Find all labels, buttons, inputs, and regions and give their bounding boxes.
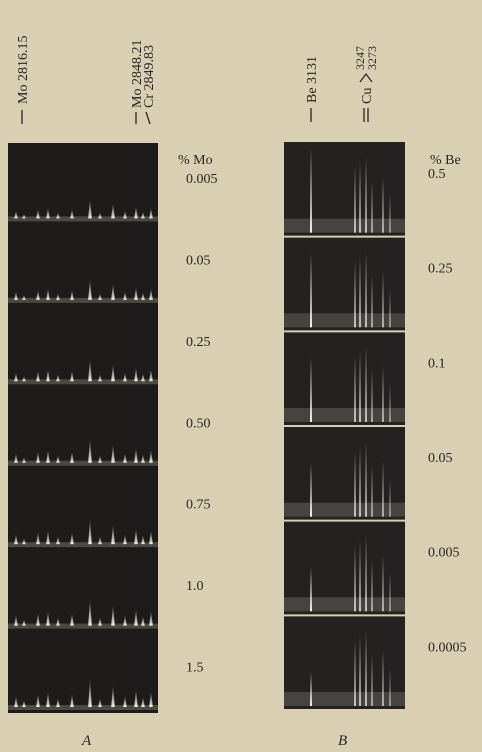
caption: A [81, 733, 92, 749]
spectrogram-b [284, 142, 405, 710]
column-header: % Be [430, 153, 461, 168]
spectral-line [382, 649, 383, 706]
spectral-line [390, 195, 391, 233]
spectral-line [371, 275, 372, 327]
caption: B [338, 733, 347, 749]
spectral-line [365, 346, 367, 422]
spectral-line [310, 672, 312, 706]
spectral-line [390, 573, 391, 611]
spectral-line [371, 465, 372, 517]
spectral-line [310, 357, 312, 422]
spectral-line [354, 640, 356, 706]
column-header: % Mo [178, 153, 213, 168]
spectral-line [354, 545, 356, 611]
spectral-line [390, 668, 391, 706]
concentration-label: 0.50 [186, 416, 211, 431]
spectral-line [354, 356, 356, 422]
spectral-line [354, 261, 356, 327]
spectral-line [359, 446, 361, 517]
strip-glow [284, 503, 405, 517]
spectral-line [382, 365, 383, 422]
bracket [360, 74, 372, 82]
line-label: Cu [360, 88, 375, 104]
spectral-line [310, 147, 312, 232]
spectral-line [371, 370, 372, 422]
concentration-label: 1.0 [186, 579, 204, 594]
strip-glow [284, 313, 405, 327]
spectral-line [359, 256, 361, 327]
spectral-line [371, 181, 372, 233]
spectral-line [359, 635, 361, 706]
concentration-label: 0.0005 [428, 640, 467, 655]
line-label: Be 3131 [305, 56, 320, 103]
strip-glow [284, 692, 405, 706]
spectral-line [382, 555, 383, 612]
concentration-label: 0.25 [428, 262, 453, 277]
strip-glow [284, 408, 405, 422]
concentration-label: 0.005 [428, 546, 460, 561]
line-label: Cr 2849.83 [142, 45, 157, 108]
concentration-label: 0.05 [428, 451, 453, 466]
spectral-line [365, 441, 367, 517]
spectral-line [390, 384, 391, 422]
strip-glow [284, 219, 405, 233]
page: {"panel_a": {"line_labels": ["Mo 2816.15… [0, 0, 482, 752]
spectral-line [310, 462, 312, 517]
concentration-label: 0.25 [186, 335, 211, 350]
spectral-line [371, 559, 372, 611]
concentration-label: 0.5 [428, 167, 446, 182]
line-label: 3273 [365, 46, 379, 70]
spectral-line [310, 567, 312, 611]
spectral-line [365, 630, 367, 706]
figure: Mo 2816.15 Mo 2848.21 Cr 2849.83 % Mo Be… [0, 0, 482, 752]
spectral-line [359, 351, 361, 422]
spectral-line [365, 157, 367, 233]
line-label: Mo 2816.15 [16, 36, 31, 104]
concentration-label: 0.005 [186, 172, 218, 187]
spectral-line [359, 162, 361, 233]
spectral-line [310, 252, 312, 327]
concentration-label: 0.75 [186, 498, 211, 513]
concentration-label: 0.1 [428, 356, 446, 371]
spectral-line [354, 166, 356, 232]
spectral-line [365, 536, 367, 612]
spectral-line [382, 460, 383, 517]
spectral-line [382, 176, 383, 233]
spectral-line [354, 450, 356, 516]
line-marker [146, 112, 150, 124]
spectral-line [382, 271, 383, 328]
concentration-label: 1.5 [186, 661, 204, 676]
spectral-line [390, 289, 391, 327]
spectral-line [359, 540, 361, 611]
spectral-line [390, 479, 391, 517]
strip-glow [284, 597, 405, 611]
spectral-line [371, 654, 372, 706]
spectral-line [365, 252, 367, 328]
spectrogram-a [8, 143, 158, 713]
concentration-label: 0.05 [186, 253, 211, 268]
